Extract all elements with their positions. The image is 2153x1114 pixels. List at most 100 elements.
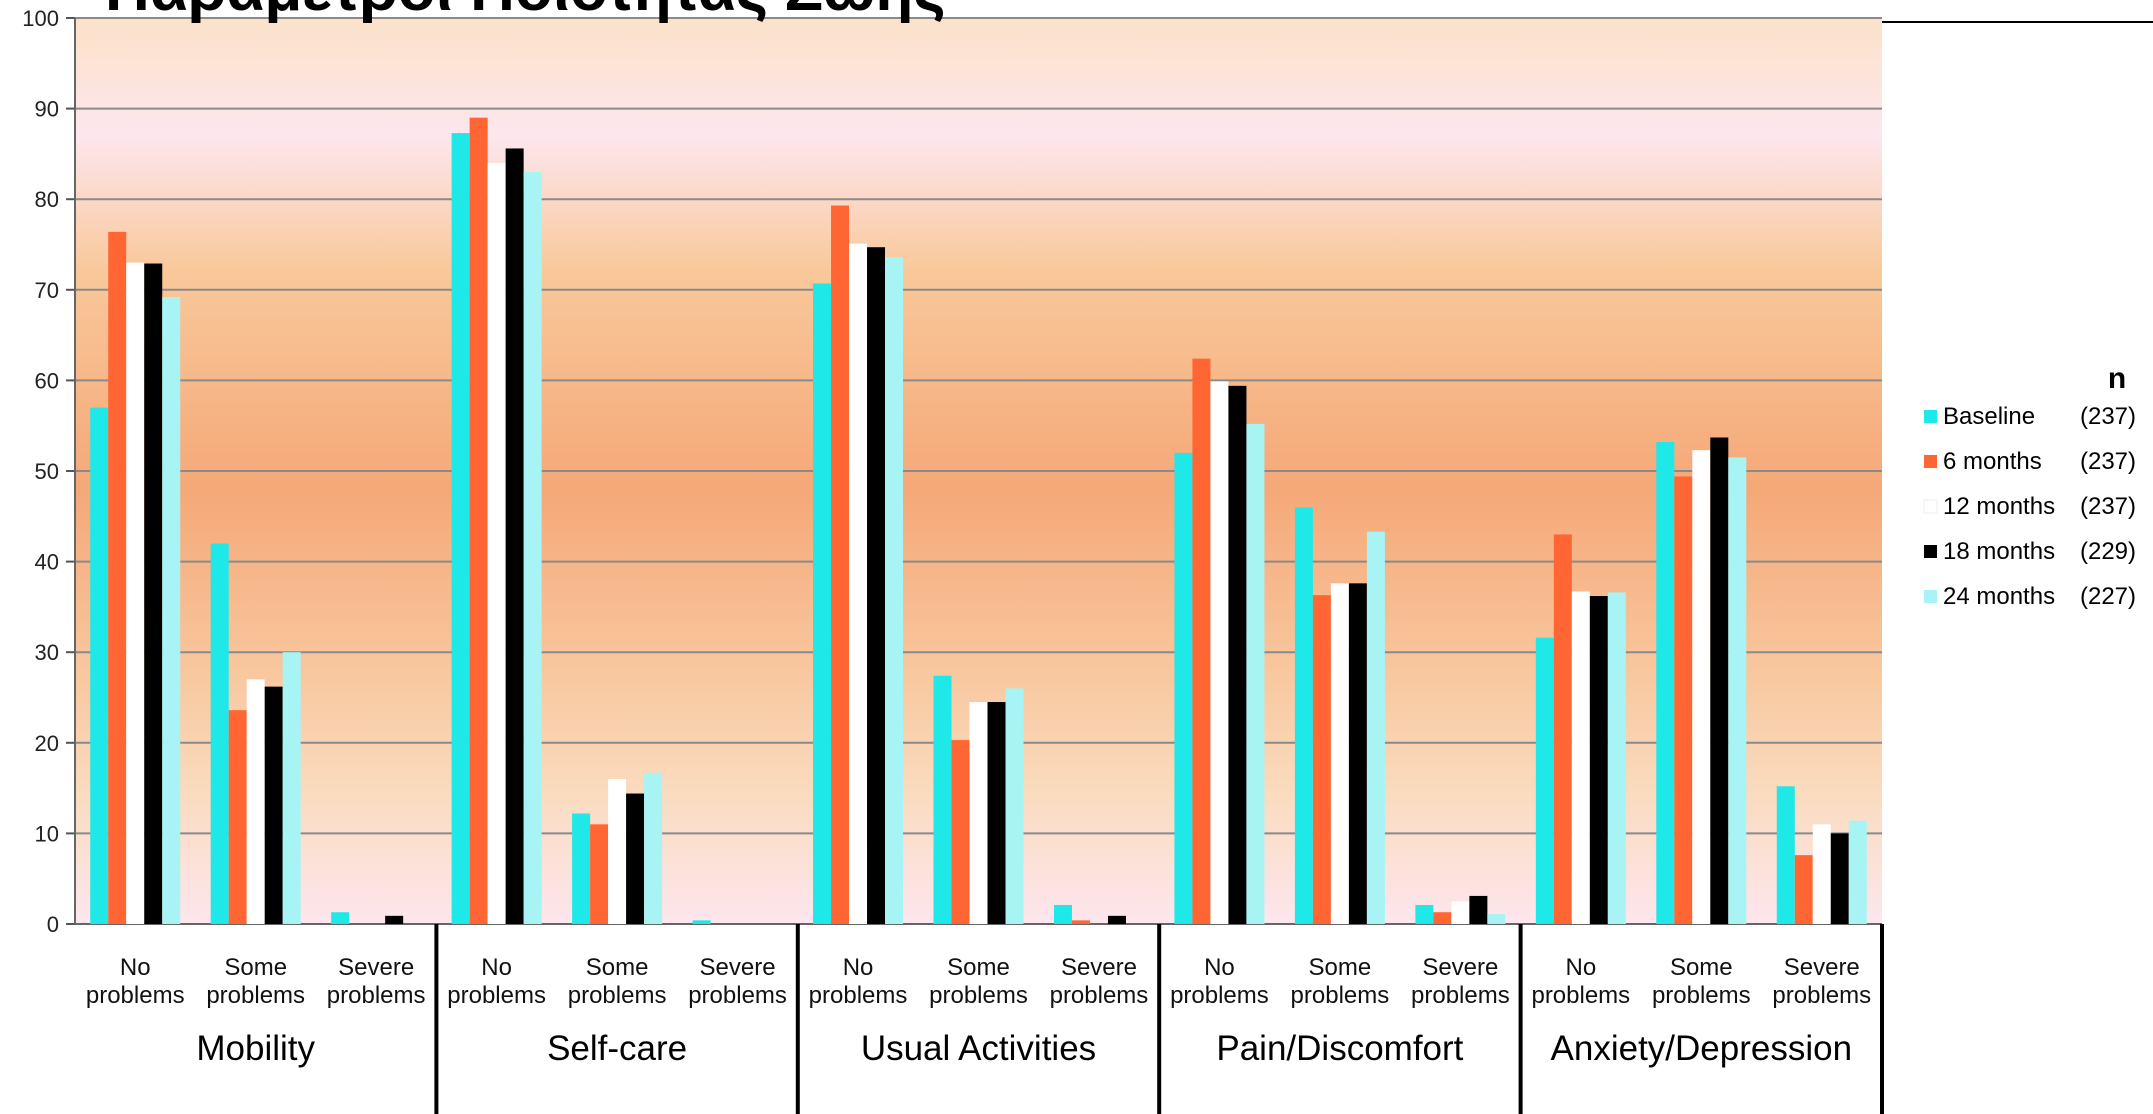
bar-6-months: [470, 118, 488, 924]
group-label: Self-care: [547, 1029, 687, 1068]
bar-24-months: [1006, 688, 1024, 924]
legend-swatch: [1924, 455, 1937, 468]
chart-title: Παράμετροι Ποιότητας Ζωής: [105, 0, 946, 24]
y-tick-label: 20: [35, 731, 59, 756]
bar-24-months: [644, 773, 662, 924]
legend-n: (229): [2080, 538, 2136, 565]
bar-12-months: [126, 263, 144, 924]
bar-12-months: [1331, 583, 1349, 924]
category-label-line2: problems: [206, 982, 305, 1009]
group-label: Usual Activities: [861, 1029, 1096, 1068]
bar-18-months: [506, 148, 524, 924]
bar-6-months: [108, 232, 126, 924]
bar-baseline: [693, 920, 711, 924]
group-label: Mobility: [196, 1029, 315, 1068]
category-label-line2: problems: [1050, 982, 1149, 1009]
bar-24-months: [1728, 457, 1746, 924]
bar-baseline: [813, 283, 831, 924]
bar-24-months: [162, 297, 180, 924]
legend-n: (237): [2080, 403, 2136, 430]
category-label-line1: Some: [1309, 954, 1372, 981]
bar-18-months: [1831, 833, 1849, 924]
bar-18-months: [988, 702, 1006, 924]
bar-6-months: [1554, 534, 1572, 924]
category-label-line2: problems: [1652, 982, 1751, 1009]
group-label: Pain/Discomfort: [1216, 1029, 1463, 1068]
category-label-line2: problems: [1291, 982, 1390, 1009]
bar-12-months: [488, 163, 506, 924]
y-tick-label: 80: [35, 187, 59, 212]
legend-n: (237): [2080, 493, 2136, 520]
bar-12-months: [1813, 824, 1831, 924]
category-label-line1: Some: [224, 954, 287, 981]
bar-18-months: [385, 916, 403, 924]
bar-6-months: [831, 206, 849, 924]
category-label-line2: problems: [688, 982, 787, 1009]
legend-label: Baseline: [1943, 403, 2035, 430]
bar-24-months: [885, 257, 903, 924]
bar-24-months: [1487, 914, 1505, 924]
bar-24-months: [283, 652, 301, 924]
y-tick-label: 70: [35, 278, 59, 303]
bar-12-months: [247, 679, 265, 924]
bar-baseline: [211, 543, 229, 924]
legend-swatch: [1924, 500, 1937, 513]
bar-6-months: [1313, 595, 1331, 924]
bar-baseline: [1174, 453, 1192, 924]
category-label-line2: problems: [1531, 982, 1630, 1009]
legend-header: n: [2108, 362, 2126, 395]
category-label-line2: problems: [929, 982, 1028, 1009]
bar-6-months: [1674, 476, 1692, 924]
category-label-line1: Severe: [1784, 954, 1860, 981]
y-tick-label: 60: [35, 368, 59, 393]
category-label-line2: problems: [327, 982, 426, 1009]
legend-n: (227): [2080, 583, 2136, 610]
bar-6-months: [952, 740, 970, 924]
bar-18-months: [265, 687, 283, 924]
category-label-line1: No: [843, 954, 874, 981]
y-tick-label: 40: [35, 550, 59, 575]
legend-swatch: [1924, 410, 1937, 423]
y-tick-label: 100: [22, 6, 59, 31]
bar-baseline: [90, 408, 108, 924]
bar-18-months: [1469, 896, 1487, 924]
bar-24-months: [1367, 532, 1385, 924]
category-label-line2: problems: [1772, 982, 1871, 1009]
bar-24-months: [1608, 592, 1626, 924]
bar-baseline: [452, 133, 470, 924]
bar-18-months: [1710, 437, 1728, 924]
category-label-line1: Severe: [1422, 954, 1498, 981]
x-axis: NoproblemsSomeproblemsSevereproblemsNopr…: [86, 924, 1882, 1114]
category-label-line1: Some: [947, 954, 1010, 981]
group-label: Anxiety/Depression: [1551, 1029, 1853, 1068]
bar-18-months: [1349, 583, 1367, 924]
bar-baseline: [1536, 638, 1554, 924]
category-label-line1: Severe: [338, 954, 414, 981]
bar-24-months: [1849, 821, 1867, 924]
bar-baseline: [1295, 507, 1313, 924]
bar-baseline: [1415, 905, 1433, 924]
bar-6-months: [1192, 359, 1210, 924]
category-label-line2: problems: [568, 982, 667, 1009]
bar-baseline: [572, 813, 590, 924]
category-label-line1: No: [120, 954, 151, 981]
bar-6-months: [590, 824, 608, 924]
bar-12-months: [608, 779, 626, 924]
legend-label: 24 months: [1943, 583, 2055, 610]
y-tick-label: 30: [35, 640, 59, 665]
category-label-line2: problems: [809, 982, 908, 1009]
category-label-line1: No: [1204, 954, 1235, 981]
category-label-line2: problems: [86, 982, 185, 1009]
legend-label: 18 months: [1943, 538, 2055, 565]
bar-baseline: [1054, 905, 1072, 924]
y-tick-label: 10: [35, 821, 59, 846]
bar-12-months: [970, 702, 988, 924]
legend-label: 12 months: [1943, 493, 2055, 520]
bar-6-months: [1072, 920, 1090, 924]
bar-12-months: [1692, 450, 1710, 924]
legend-n: (237): [2080, 448, 2136, 475]
category-label-line1: Severe: [700, 954, 776, 981]
bar-baseline: [1656, 442, 1674, 924]
bar-6-months: [229, 710, 247, 924]
